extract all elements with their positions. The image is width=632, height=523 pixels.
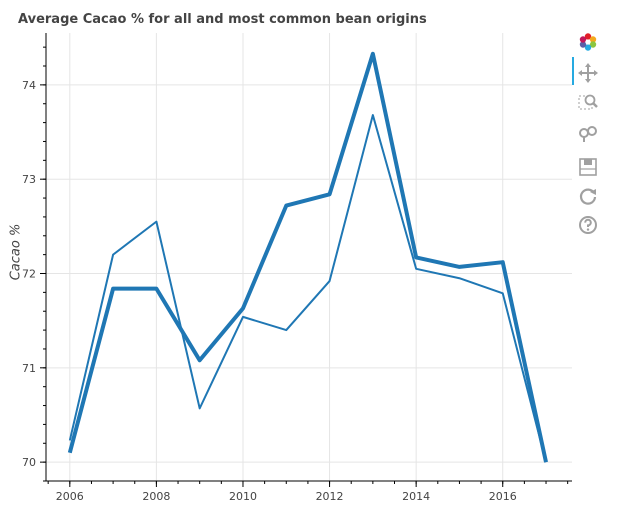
reset-icon[interactable]	[578, 186, 598, 206]
help-icon[interactable]	[578, 215, 598, 235]
wheel-zoom-icon[interactable]	[578, 123, 598, 143]
save-icon[interactable]	[578, 157, 598, 177]
bokeh-logo-icon[interactable]	[578, 32, 598, 52]
series-line-1	[68, 114, 547, 463]
x-tick-label: 2016	[489, 490, 517, 503]
y-tick-label: 74	[22, 79, 36, 92]
x-tick-label: 2008	[142, 490, 170, 503]
y-axis-label: Cacao %	[8, 223, 24, 281]
x-tick-label: 2012	[316, 490, 344, 503]
pan-icon[interactable]	[578, 63, 598, 83]
y-tick-label: 70	[22, 456, 36, 469]
y-tick-label: 71	[22, 362, 36, 375]
x-tick-label: 2006	[56, 490, 84, 503]
x-tick-label: 2014	[402, 490, 430, 503]
y-tick-label: 72	[22, 268, 36, 281]
x-tick-label: 2010	[229, 490, 257, 503]
series-line-2	[67, 51, 548, 463]
active-tool-indicator	[572, 57, 574, 85]
chart-title: Average Cacao % for all and most common …	[18, 12, 427, 27]
y-tick-label: 73	[22, 173, 36, 186]
box-zoom-icon[interactable]	[578, 92, 598, 112]
